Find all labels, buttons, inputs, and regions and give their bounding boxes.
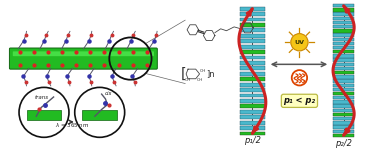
Bar: [240, 94, 265, 97]
Text: cis: cis: [104, 91, 112, 96]
Bar: [240, 99, 265, 103]
Bar: [333, 8, 354, 12]
Bar: [240, 7, 265, 11]
Bar: [333, 129, 354, 133]
Text: OH: OH: [185, 78, 191, 82]
Bar: [333, 29, 354, 32]
Bar: [333, 88, 354, 91]
Bar: [240, 56, 265, 59]
Bar: [333, 13, 354, 16]
Text: p₂/2: p₂/2: [335, 139, 352, 148]
Bar: [333, 25, 354, 28]
Bar: [82, 110, 117, 120]
Bar: [240, 110, 265, 114]
FancyBboxPatch shape: [13, 51, 154, 56]
Bar: [240, 115, 265, 119]
Text: OH: OH: [200, 69, 206, 73]
Bar: [240, 88, 265, 92]
Bar: [240, 83, 265, 87]
Text: $\lambda$ = 365 nm: $\lambda$ = 365 nm: [55, 121, 89, 129]
Bar: [333, 67, 354, 70]
Bar: [333, 84, 354, 87]
Bar: [240, 28, 265, 32]
Bar: [333, 104, 354, 108]
Circle shape: [292, 70, 307, 86]
Bar: [333, 121, 354, 125]
Bar: [240, 126, 265, 130]
Bar: [333, 117, 354, 120]
Bar: [333, 46, 354, 49]
Bar: [333, 33, 354, 37]
Text: trans: trans: [34, 95, 48, 100]
Bar: [333, 50, 354, 53]
Bar: [333, 71, 354, 74]
Text: OH: OH: [197, 78, 203, 82]
FancyBboxPatch shape: [9, 48, 157, 69]
Bar: [333, 21, 354, 24]
Bar: [333, 38, 354, 41]
Bar: [333, 75, 354, 79]
Bar: [333, 54, 354, 58]
Bar: [333, 63, 354, 66]
Bar: [240, 77, 265, 81]
Bar: [333, 92, 354, 95]
Bar: [240, 132, 265, 135]
Text: [: [: [180, 67, 186, 81]
Bar: [240, 23, 265, 27]
Bar: [240, 121, 265, 125]
Bar: [240, 39, 265, 43]
Bar: [240, 61, 265, 65]
Bar: [333, 113, 354, 116]
Bar: [333, 96, 354, 99]
Text: ]n: ]n: [206, 69, 215, 78]
Bar: [240, 18, 265, 21]
Bar: [333, 58, 354, 62]
Bar: [240, 50, 265, 54]
Text: p₁/2: p₁/2: [244, 136, 261, 145]
Bar: [27, 110, 61, 120]
Bar: [240, 66, 265, 70]
Bar: [240, 12, 265, 16]
Bar: [333, 109, 354, 112]
Bar: [240, 104, 265, 108]
Bar: [333, 134, 354, 137]
Circle shape: [291, 34, 308, 51]
Bar: [240, 34, 265, 38]
Text: UV: UV: [294, 40, 304, 45]
Bar: [333, 125, 354, 129]
Bar: [333, 4, 354, 7]
Bar: [333, 42, 354, 45]
Bar: [240, 45, 265, 49]
Bar: [240, 72, 265, 76]
Bar: [333, 79, 354, 83]
Bar: [333, 100, 354, 104]
Text: p₁ < p₂: p₁ < p₂: [284, 96, 315, 105]
Bar: [333, 17, 354, 20]
